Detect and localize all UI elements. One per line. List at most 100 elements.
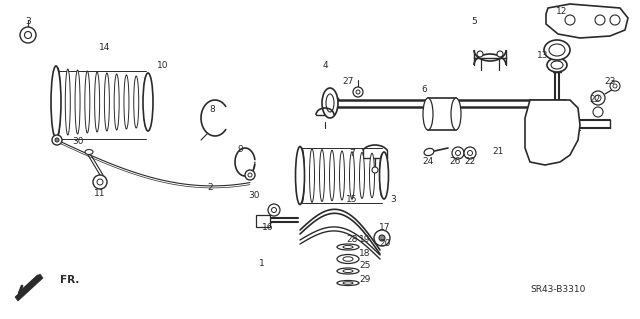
Text: 20: 20 [380, 239, 390, 248]
Text: 4: 4 [322, 61, 328, 70]
Bar [428, 98, 456, 130]
Ellipse shape [300, 148, 305, 203]
Ellipse shape [343, 282, 353, 284]
Ellipse shape [326, 94, 334, 112]
Circle shape [271, 207, 276, 212]
Ellipse shape [330, 150, 335, 201]
Circle shape [268, 204, 280, 216]
Text: 11: 11 [94, 189, 106, 198]
Circle shape [610, 81, 620, 91]
Circle shape [593, 107, 603, 117]
Polygon shape [525, 100, 580, 165]
Text: 18: 18 [359, 249, 371, 258]
Ellipse shape [424, 148, 434, 156]
Text: 5: 5 [471, 18, 477, 26]
Circle shape [20, 27, 36, 43]
Circle shape [467, 151, 472, 155]
Circle shape [565, 15, 575, 25]
Ellipse shape [310, 149, 314, 202]
Circle shape [353, 87, 363, 97]
Circle shape [372, 167, 378, 173]
Text: 30: 30 [72, 137, 84, 146]
Polygon shape [546, 4, 628, 38]
Ellipse shape [124, 75, 129, 129]
Text: 19: 19 [359, 235, 371, 244]
Circle shape [52, 135, 62, 145]
Ellipse shape [322, 88, 338, 118]
Ellipse shape [343, 257, 353, 261]
Circle shape [24, 32, 31, 39]
Ellipse shape [319, 150, 324, 202]
Text: 29: 29 [359, 276, 371, 285]
Ellipse shape [134, 76, 139, 128]
Circle shape [379, 235, 385, 241]
Ellipse shape [143, 77, 148, 127]
Text: 6: 6 [421, 85, 427, 94]
Ellipse shape [337, 268, 359, 274]
Text: 10: 10 [157, 61, 169, 70]
Circle shape [456, 151, 461, 155]
Ellipse shape [547, 58, 567, 72]
Text: SR43-B3310: SR43-B3310 [530, 286, 586, 294]
Circle shape [248, 173, 252, 177]
Ellipse shape [380, 154, 385, 197]
Text: 13: 13 [537, 50, 548, 60]
Text: 8: 8 [209, 106, 215, 115]
Text: 23: 23 [604, 78, 616, 86]
Circle shape [591, 91, 605, 105]
Ellipse shape [349, 152, 355, 199]
Ellipse shape [423, 98, 433, 130]
Circle shape [356, 90, 360, 94]
Ellipse shape [337, 255, 359, 263]
Text: 2: 2 [207, 183, 213, 192]
Ellipse shape [544, 40, 570, 60]
Ellipse shape [339, 151, 344, 200]
Circle shape [93, 175, 107, 189]
Text: 3: 3 [390, 196, 396, 204]
Circle shape [613, 84, 617, 88]
Ellipse shape [85, 150, 93, 154]
Ellipse shape [360, 152, 365, 198]
Circle shape [595, 95, 601, 101]
Text: 17: 17 [380, 224, 391, 233]
Ellipse shape [104, 73, 109, 131]
Ellipse shape [65, 69, 70, 135]
Circle shape [464, 147, 476, 159]
Ellipse shape [549, 44, 565, 56]
Ellipse shape [75, 70, 80, 134]
Text: 30: 30 [248, 190, 260, 199]
Circle shape [374, 230, 390, 246]
Circle shape [477, 51, 483, 57]
Ellipse shape [551, 61, 563, 69]
Text: 22: 22 [589, 95, 600, 105]
Circle shape [55, 138, 59, 142]
Text: 14: 14 [99, 43, 111, 53]
Ellipse shape [369, 153, 374, 198]
Text: 28: 28 [346, 235, 358, 244]
Ellipse shape [337, 280, 359, 286]
Ellipse shape [343, 270, 353, 272]
Bar [256, 215, 270, 227]
Circle shape [497, 51, 503, 57]
Ellipse shape [114, 74, 119, 130]
Ellipse shape [56, 68, 61, 136]
Circle shape [610, 15, 620, 25]
Text: 21: 21 [492, 147, 504, 157]
Text: 15: 15 [346, 196, 358, 204]
Text: 7: 7 [349, 149, 355, 158]
Text: FR.: FR. [60, 275, 79, 285]
Text: 1: 1 [259, 259, 265, 269]
Text: 24: 24 [422, 158, 434, 167]
Ellipse shape [95, 72, 100, 132]
Ellipse shape [51, 66, 61, 138]
Circle shape [595, 15, 605, 25]
Ellipse shape [451, 98, 461, 130]
Text: 16: 16 [262, 224, 274, 233]
Ellipse shape [380, 152, 388, 199]
Text: 9: 9 [237, 145, 243, 154]
Ellipse shape [343, 246, 353, 249]
Circle shape [245, 170, 255, 180]
Text: 27: 27 [342, 78, 354, 86]
Text: 12: 12 [556, 8, 568, 17]
Polygon shape [15, 274, 43, 301]
